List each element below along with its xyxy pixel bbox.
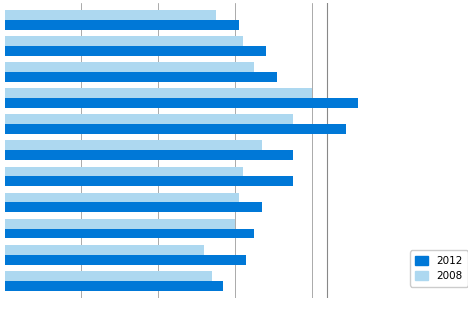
Bar: [5, 202, 262, 212]
Bar: [5, 281, 223, 290]
Bar: [5, 72, 277, 82]
Bar: [5, 176, 292, 186]
Bar: [5, 46, 266, 56]
Bar: [5, 98, 358, 108]
Bar: [5, 255, 247, 264]
Bar: [5, 10, 216, 20]
Bar: [5, 124, 346, 134]
Bar: [5, 36, 242, 46]
Bar: [5, 20, 239, 30]
Bar: [5, 245, 204, 255]
Bar: [5, 271, 212, 281]
Bar: [5, 166, 242, 176]
Bar: [5, 88, 312, 98]
Legend: 2012, 2008: 2012, 2008: [410, 250, 468, 286]
Bar: [5, 114, 292, 124]
Bar: [5, 219, 235, 228]
Bar: [5, 62, 254, 72]
Bar: [5, 193, 239, 202]
Bar: [5, 228, 254, 238]
Bar: [5, 150, 292, 160]
Bar: [5, 140, 262, 150]
